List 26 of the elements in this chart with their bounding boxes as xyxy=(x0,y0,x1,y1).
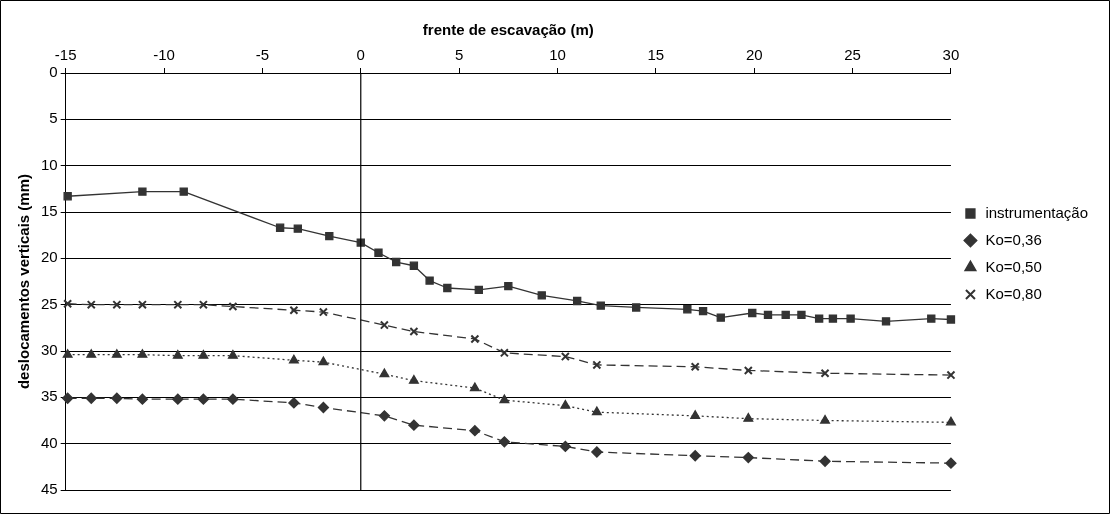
x-tick-label: -5 xyxy=(255,46,270,64)
y-tick-label: 45 xyxy=(41,480,58,498)
y-tick-label: 20 xyxy=(41,248,58,266)
x-tick-label: 0 xyxy=(356,46,365,64)
x-tick-label: -10 xyxy=(153,46,175,64)
y-tick-label: 0 xyxy=(49,63,58,81)
x-tick-label: 20 xyxy=(745,46,763,64)
x-tick-label: 30 xyxy=(942,46,960,64)
legend-label: Ko=0,36 xyxy=(985,230,1042,248)
y-tick-label: 5 xyxy=(49,109,58,127)
y-axis-title: deslocamentos verticais (mm) xyxy=(15,173,33,390)
y-tick-label: 10 xyxy=(41,155,58,173)
y-tick-label: 25 xyxy=(41,294,58,312)
x-tick-label: -15 xyxy=(54,46,77,64)
x-axis-title: frente de escavação (m) xyxy=(422,21,594,39)
y-tick-label: 30 xyxy=(41,341,58,359)
x-tick-label: 10 xyxy=(549,46,566,64)
x-tick-label: 25 xyxy=(844,46,861,64)
legend-label: instrumentação xyxy=(985,203,1089,221)
x-tick-label: 5 xyxy=(454,46,464,64)
y-tick-label: 40 xyxy=(41,433,58,451)
x-tick-label: 15 xyxy=(647,46,665,64)
y-tick-label: 15 xyxy=(41,202,58,220)
legend-label: Ko=0,50 xyxy=(985,257,1042,275)
legend-label: Ko=0,80 xyxy=(985,284,1042,302)
y-tick-label: 35 xyxy=(41,387,58,405)
